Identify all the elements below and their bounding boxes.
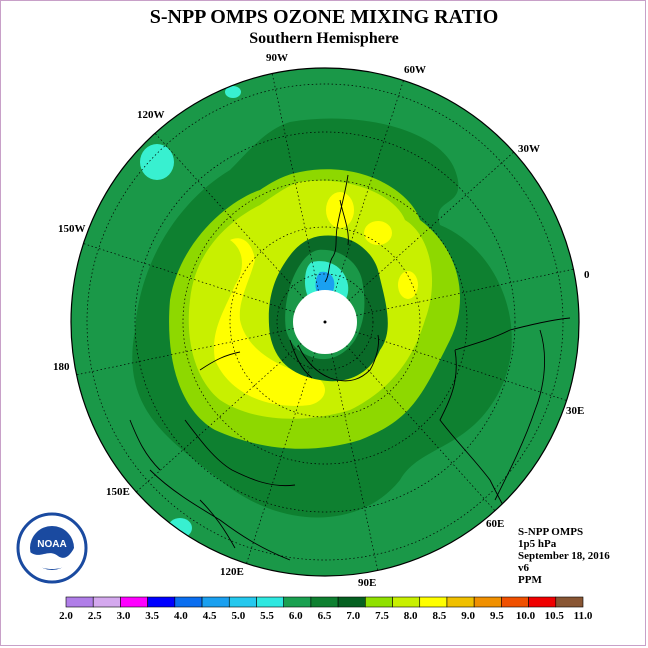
contour-8.0-east-1 xyxy=(364,221,392,245)
colorbar-tick-label: 9.0 xyxy=(461,610,475,622)
contour-5.5-blob-3 xyxy=(168,518,192,538)
colorbar-tick-label: 8.5 xyxy=(433,610,447,622)
colorbar-tick-label: 3.0 xyxy=(117,610,131,622)
lon-label-120e: 120E xyxy=(220,566,244,578)
map-subtitle: Southern Hemisphere xyxy=(249,30,399,47)
lon-label-120w: 120W xyxy=(137,109,165,121)
colorbar-swatch xyxy=(528,596,557,608)
colorbar-swatch xyxy=(283,596,312,608)
colorbar-swatch xyxy=(555,596,584,608)
map-title: S-NPP OMPS OZONE MIXING RATIO xyxy=(149,6,499,28)
meridian-line xyxy=(346,345,496,511)
meridian-line xyxy=(154,133,304,299)
colorbar-tick-label: 6.0 xyxy=(289,610,303,622)
colorbar: 2.0 2.5 3.0 3.5 4.0 4.5 5.0 5.5 6.0 6.5 7.0 7.5 8.0 8… xyxy=(59,596,593,622)
colorbar-swatch xyxy=(65,596,94,608)
contour-5.5-blob-1 xyxy=(140,144,174,180)
contour-8.0-north xyxy=(326,192,354,228)
colorbar-tick-label: 2.0 xyxy=(59,610,73,622)
lon-label-90w: 90W xyxy=(266,52,288,64)
colorbar-tick-label: 7.5 xyxy=(375,610,389,622)
colorbar-swatch xyxy=(92,596,121,608)
colorbar-swatch xyxy=(337,596,366,608)
latitude-circle-60s xyxy=(182,179,468,465)
ozone-field xyxy=(71,68,579,576)
noaa-logo: NOAA xyxy=(16,512,88,584)
colorbar-tick-label: 11.0 xyxy=(574,610,593,622)
contour-8.0-east-2 xyxy=(398,271,418,299)
latitude-circle-70s xyxy=(229,226,421,418)
meridian-line xyxy=(348,151,514,301)
lon-label-30w: 30W xyxy=(518,143,540,155)
info-instrument: S-NPP OMPS xyxy=(518,526,584,538)
colorbar-swatch xyxy=(256,596,284,608)
lon-label-60w: 60W xyxy=(404,64,426,76)
colorbar-tick-label: 5.5 xyxy=(260,610,274,622)
contour-8.0-west xyxy=(214,238,325,406)
latitude-circle-40s xyxy=(86,83,564,561)
colorbar-tick-label: 8.0 xyxy=(404,610,418,622)
colorbar-swatch xyxy=(174,596,203,608)
colorbar-swatch xyxy=(392,596,421,608)
meridian-line xyxy=(271,73,319,291)
lon-label-150e: 150E xyxy=(106,486,130,498)
meridian-line xyxy=(246,352,316,564)
latitude-circle-80s xyxy=(276,273,374,371)
meridian-line xyxy=(83,243,295,313)
lon-label-30e: 30E xyxy=(566,405,584,417)
noaa-logo-text: NOAA xyxy=(37,539,66,550)
colorbar-tick-label: 9.5 xyxy=(490,610,504,622)
meridian-line xyxy=(334,80,404,292)
colorbar-swatch xyxy=(501,596,529,608)
map-boundary xyxy=(70,67,580,577)
meridian-line xyxy=(76,328,294,376)
colorbar-tick-label: 4.5 xyxy=(203,610,217,622)
colorbar-tick-label: 4.0 xyxy=(174,610,188,622)
lon-label-90e: 90E xyxy=(358,577,376,589)
meridian-line xyxy=(355,331,567,401)
lon-label-150w: 150W xyxy=(58,223,86,235)
colorbar-swatch xyxy=(228,596,257,608)
meridian-line xyxy=(331,353,379,571)
info-panel: S-NPP OMPS 1p5 hPa September 18, 2016 v6… xyxy=(518,526,610,586)
colorbar-swatch xyxy=(201,596,230,608)
colorbar-tick-label: 10.5 xyxy=(545,610,565,622)
colorbar-tick-label: 3.5 xyxy=(145,610,159,622)
colorbar-tick-label: 2.5 xyxy=(88,610,102,622)
colorbar-swatch xyxy=(147,596,176,608)
colorbar-swatch xyxy=(120,596,148,608)
colorbar-swatch xyxy=(473,596,502,608)
colorbar-swatch xyxy=(419,596,448,608)
graticule xyxy=(86,83,564,561)
info-version: v6 xyxy=(518,562,529,574)
contour-5.5-blob-2 xyxy=(225,86,241,98)
colorbar-swatch xyxy=(446,596,475,608)
colorbar-tick-label: 10.0 xyxy=(516,610,536,622)
lon-label-180: 180 xyxy=(53,361,70,373)
colorbar-swatch xyxy=(365,596,393,608)
colorbar-tick-label: 6.5 xyxy=(318,610,332,622)
lon-label-60e: 60E xyxy=(486,518,504,530)
colorbar-swatch xyxy=(310,596,339,608)
latitude-circle-50s xyxy=(134,131,516,513)
pole-marker xyxy=(323,320,327,324)
info-units: PPM xyxy=(518,574,542,586)
lon-label-0: 0 xyxy=(584,269,590,281)
colorbar-tick-label: 7.0 xyxy=(346,610,360,622)
meridian-line xyxy=(356,268,574,316)
colorbar-tick-label: 5.0 xyxy=(231,610,245,622)
info-date: September 18, 2016 xyxy=(518,550,610,562)
info-level: 1p5 hPa xyxy=(518,538,557,550)
meridians xyxy=(76,73,574,571)
meridian-line xyxy=(136,343,302,493)
